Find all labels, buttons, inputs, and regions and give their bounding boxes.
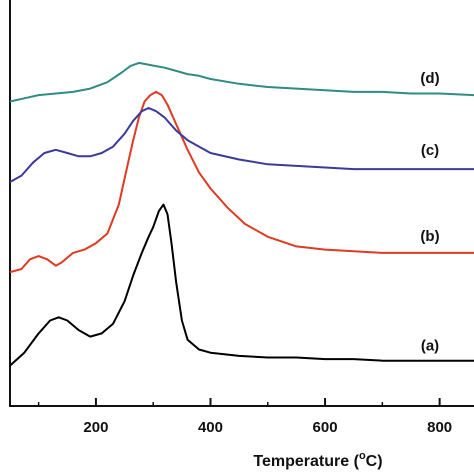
plot-frame: [9, 0, 474, 407]
series-line-1: [9, 90, 474, 274]
series-labels: (a) (b) (c) (d): [420, 70, 439, 355]
plot-area: 200 400 600 800 (a) (b) (c) (d): [9, 0, 474, 436]
x-tick-label-1: 400: [198, 419, 223, 436]
x-tick-label-0: 200: [83, 419, 108, 436]
series-lines: [9, 61, 474, 367]
series-label-2: (c): [421, 142, 439, 159]
x-tick-label-2: 600: [313, 419, 338, 436]
x-axis-title-suffix: C): [366, 453, 383, 470]
series-line-3: [9, 61, 474, 103]
series-label-0: (a): [421, 338, 439, 355]
series-label-3: (d): [420, 70, 439, 87]
series-line-2: [9, 107, 474, 183]
x-tick-label-3: 800: [427, 419, 452, 436]
series-line-0: [9, 203, 474, 367]
x-axis-title: Temperature (oC): [253, 450, 382, 470]
x-axis-title-degree: o: [359, 450, 366, 462]
x-axis-ticks: 200 400 600 800: [37, 398, 452, 436]
series-label-1: (b): [420, 228, 439, 245]
x-axis-title-prefix: Temperature (: [253, 453, 359, 470]
